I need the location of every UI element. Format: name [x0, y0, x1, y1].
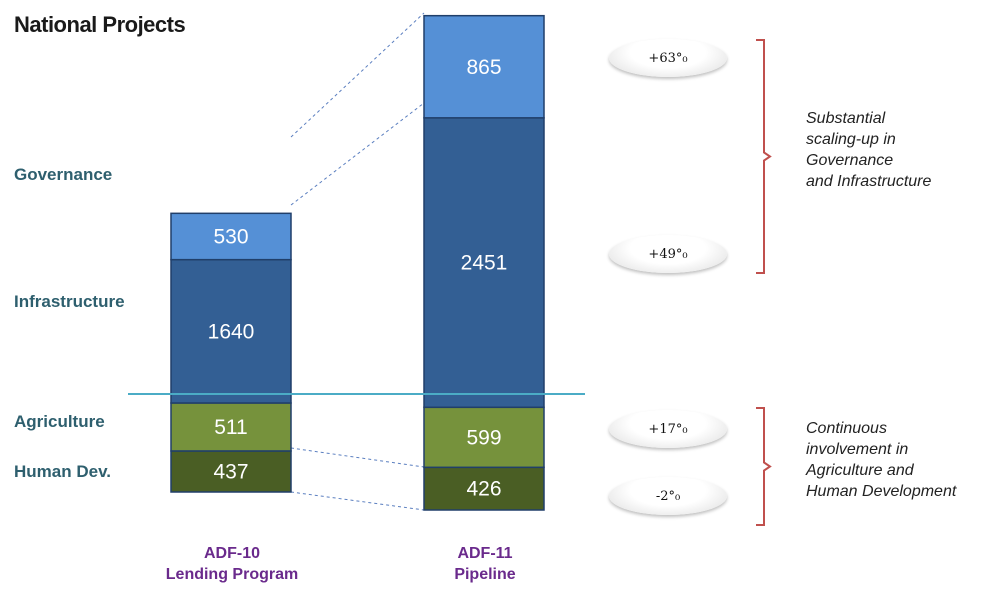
bar-label-agriculture-1: 599	[466, 426, 501, 449]
x-label-adf10-line1: ADF-10	[203, 545, 260, 562]
change-badge-governance: +63°₀	[609, 39, 727, 77]
bar-human-dev-1	[423, 466, 545, 511]
annotation-continuous: Continuous involvement in Agriculture an…	[806, 418, 956, 502]
x-label-adf11-line1: ADF-11	[457, 545, 513, 562]
x-label-adf10-line2: Lending Program	[165, 566, 299, 583]
bar-agriculture-0	[170, 402, 292, 452]
bar-label-governance-1: 865	[466, 56, 501, 79]
bar-agriculture-1	[423, 406, 545, 469]
change-badge-infrastructure: +49°₀	[609, 235, 727, 273]
row-label-human-dev: Human Dev.	[14, 462, 111, 481]
change-badge-human-dev: -2°₀	[609, 477, 727, 515]
bar-human-dev-0	[170, 450, 292, 493]
connector-governance-bottom	[290, 102, 425, 206]
x-label-adf11-line2: Pipeline	[454, 566, 516, 583]
brackets	[756, 39, 772, 526]
bar-governance-1	[423, 14, 545, 119]
annotation-continuous-line4: Human Development	[806, 483, 957, 500]
annotation-continuous-line2: involvement in	[806, 441, 909, 458]
bar-label-human-dev-1: 426	[466, 478, 501, 501]
bracket-scaling-up	[756, 39, 772, 274]
connector-humandev-bottom	[290, 491, 425, 511]
annotation-scaling-up-line1: Substantial	[806, 110, 886, 127]
row-label-infrastructure: Infrastructure	[14, 292, 125, 311]
bar-infrastructure-1	[423, 117, 545, 409]
bar-label-human-dev-0: 437	[213, 460, 248, 483]
annotation-continuous-line3: Agriculture and	[806, 462, 914, 479]
row-label-agriculture: Agriculture	[14, 412, 105, 431]
connector-humandev-top	[290, 447, 425, 468]
x-label-adf10: ADF-10 Lending Program	[162, 543, 302, 585]
bar-infrastructure-0	[170, 258, 292, 404]
annotation-scaling-up: Substantial scaling-up in Governance and…	[806, 108, 931, 192]
x-label-adf11: ADF-11 Pipeline	[415, 543, 555, 585]
connector-governance-top	[290, 12, 425, 138]
change-badge-agriculture: +17°₀	[609, 410, 727, 448]
bar-label-agriculture-0: 511	[214, 416, 247, 439]
bar-governance-0	[170, 212, 292, 261]
chart-title: National Projects	[14, 12, 186, 37]
annotation-scaling-up-line3: Governance	[806, 152, 894, 169]
row-label-governance: Governance	[14, 165, 113, 184]
annotation-scaling-up-line4: and Infrastructure	[806, 173, 932, 190]
annotation-continuous-line1: Continuous	[806, 420, 887, 437]
bracket-continuous	[756, 407, 772, 526]
bar-label-governance-0: 530	[213, 225, 248, 248]
connector-lines	[290, 12, 425, 511]
annotation-scaling-up-line2: scaling-up in	[806, 131, 896, 148]
bar-label-infrastructure-1: 2451	[461, 252, 508, 275]
bar-label-infrastructure-0: 1640	[208, 320, 255, 343]
bars: 437 511 1640 530 426 599 2451 865	[170, 14, 545, 511]
